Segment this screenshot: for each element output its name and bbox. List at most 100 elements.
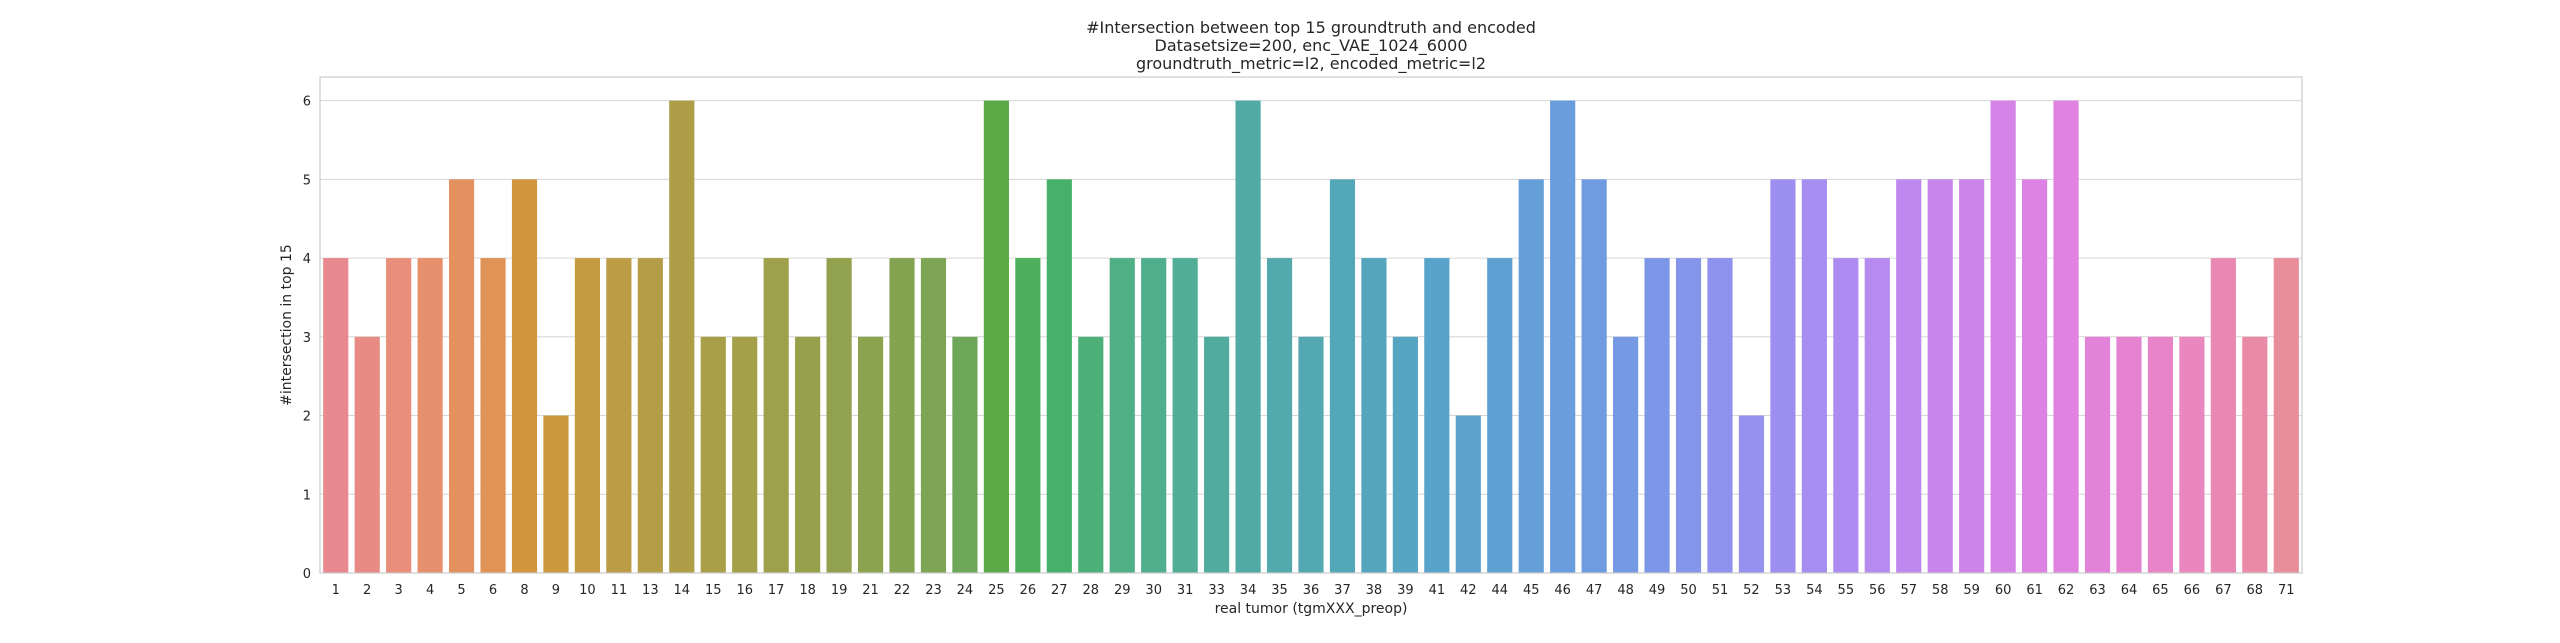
x-tick-label: 4 [426,583,434,598]
x-tick-label: 49 [1649,583,1666,598]
bar-45 [1518,179,1544,573]
x-tick-label: 51 [1712,583,1729,598]
x-tick-label: 26 [1020,583,1037,598]
x-tick-label: 55 [1838,583,1855,598]
bar-56 [1864,258,1890,573]
bar-35 [1266,258,1293,573]
bar-71 [2273,258,2299,573]
bar-50 [1675,258,1702,573]
x-tick-label: 50 [1680,583,1697,598]
bar-23 [920,258,947,573]
bar-15 [700,336,726,573]
bar-26 [1015,258,1041,573]
x-tick-label: 35 [1271,583,1288,598]
x-tick-label: 42 [1460,583,1477,598]
bar-1 [323,258,349,573]
bar-67 [2210,258,2236,573]
plot-frame [319,76,2303,574]
x-tick-label: 10 [579,583,596,598]
x-tick-label: 65 [2152,583,2169,598]
x-tick-label: 28 [1083,583,1100,598]
x-tick-label: 68 [2247,583,2264,598]
x-tick-label: 31 [1177,583,1194,598]
bar-48 [1613,336,1639,573]
bar-13 [637,258,663,573]
bar-55 [1833,258,1859,573]
bar-64 [2116,336,2142,573]
bar-27 [1046,179,1072,573]
x-tick-label: 66 [2184,583,2201,598]
bar-42 [1455,415,1481,573]
bar-10 [574,258,600,573]
x-tick-label: 6 [489,583,497,598]
bar-61 [2022,179,2048,573]
bar-51 [1707,258,1733,573]
x-tick-label: 48 [1617,583,1634,598]
x-tick-label: 39 [1397,583,1414,598]
bar-44 [1487,258,1513,573]
bar-57 [1896,179,1922,573]
bar-22 [889,258,915,573]
bar-54 [1801,179,1827,573]
bar-60 [1990,100,2016,573]
x-tick-label: 19 [831,583,848,598]
bars [323,100,2299,573]
bar-2 [354,336,380,573]
x-tick-label: 2 [363,583,371,598]
y-axis-label: #intersection in top 15 [279,244,295,406]
bar-18 [795,336,821,573]
y-tick-label: 0 [303,567,311,582]
bar-52 [1738,415,1765,573]
x-tick-label: 52 [1743,583,1760,598]
x-tick-label: 53 [1775,583,1792,598]
bar-47 [1581,179,1607,573]
x-tick-label: 60 [1995,583,2012,598]
x-tick-label: 38 [1366,583,1383,598]
chart-title-line-2: Datasetsize=200, enc_VAE_1024_6000 [1155,36,1468,56]
bar-30 [1141,258,1167,573]
bar-65 [2147,336,2174,573]
x-axis-label: real tumor (tgmXXX_preop) [1215,601,1408,617]
y-tick-label: 1 [303,488,311,503]
bar-31 [1172,258,1198,573]
y-tick-label: 5 [303,173,311,188]
x-tick-label: 1 [332,583,340,598]
bar-4 [417,258,443,573]
bar-36 [1298,336,1324,573]
x-tick-label: 34 [1240,583,1257,598]
x-tick-label: 71 [2278,583,2295,598]
y-tick-label: 3 [303,331,311,346]
bar-68 [2242,336,2268,573]
x-tick-label: 46 [1554,583,1571,598]
bar-28 [1078,336,1104,573]
x-tick-label: 17 [768,583,785,598]
x-tick-label: 41 [1429,583,1446,598]
x-tick-label: 15 [705,583,722,598]
x-tick-label: 22 [894,583,911,598]
x-tick-label: 44 [1491,583,1508,598]
x-tick-label: 36 [1303,583,1320,598]
x-tick-label: 8 [520,583,528,598]
y-tick-label: 2 [303,410,311,425]
bar-8 [511,179,538,573]
bar-29 [1109,258,1135,573]
bar-62 [2053,100,2079,573]
x-tick-label: 23 [925,583,942,598]
bar-16 [732,336,758,573]
bar-66 [2179,336,2205,573]
bar-63 [2084,336,2111,573]
x-tick-label: 13 [642,583,659,598]
x-tick-label: 25 [988,583,1005,598]
x-tick-label: 16 [736,583,753,598]
bar-41 [1424,258,1450,573]
bar-38 [1361,258,1387,573]
bar-6 [480,258,506,573]
x-tick-label: 33 [1208,583,1225,598]
x-tick-label: 11 [611,583,628,598]
x-tick-label: 54 [1806,583,1823,598]
x-tick-label: 3 [395,583,403,598]
x-tick-label: 30 [1145,583,1162,598]
x-tick-label: 58 [1932,583,1949,598]
bar-39 [1392,336,1418,573]
